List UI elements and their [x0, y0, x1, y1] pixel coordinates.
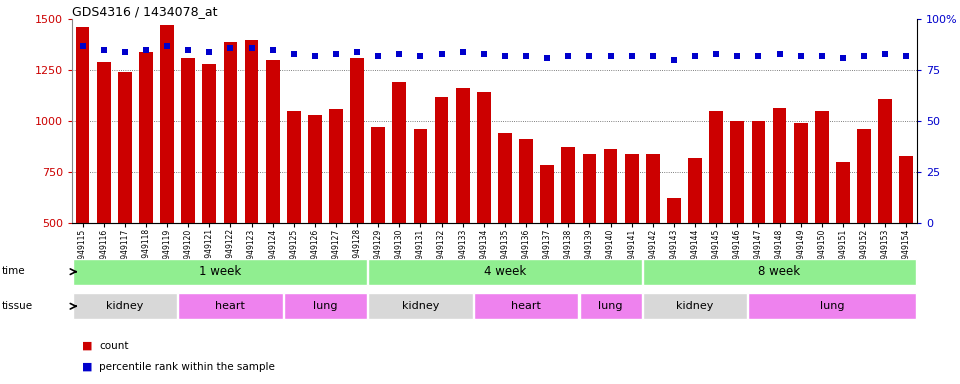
- Bar: [540, 165, 554, 223]
- Bar: [667, 198, 681, 223]
- Bar: [878, 99, 892, 223]
- Bar: [76, 27, 89, 223]
- Bar: [287, 111, 300, 223]
- Bar: [498, 133, 512, 223]
- Bar: [203, 64, 216, 223]
- Bar: [625, 154, 638, 223]
- Bar: [456, 88, 469, 223]
- Bar: [773, 108, 786, 223]
- Bar: [604, 149, 617, 223]
- Bar: [308, 115, 322, 223]
- Text: lung: lung: [820, 301, 845, 311]
- Bar: [284, 293, 367, 319]
- Bar: [181, 58, 195, 223]
- Text: 8 week: 8 week: [758, 265, 801, 278]
- Bar: [266, 60, 279, 223]
- Bar: [369, 293, 472, 319]
- Bar: [474, 293, 578, 319]
- Text: count: count: [99, 341, 129, 351]
- Bar: [731, 121, 744, 223]
- Bar: [580, 293, 641, 319]
- Text: time: time: [2, 266, 26, 276]
- Bar: [139, 52, 153, 223]
- Bar: [179, 293, 282, 319]
- Text: ■: ■: [82, 362, 92, 372]
- Bar: [369, 259, 641, 285]
- Bar: [794, 123, 807, 223]
- Bar: [643, 293, 747, 319]
- Text: kidney: kidney: [402, 301, 439, 311]
- Bar: [752, 121, 765, 223]
- Bar: [900, 156, 913, 223]
- Bar: [245, 40, 258, 223]
- Bar: [519, 139, 533, 223]
- Text: lung: lung: [598, 301, 623, 311]
- Bar: [643, 259, 916, 285]
- Text: heart: heart: [215, 301, 246, 311]
- Text: heart: heart: [511, 301, 541, 311]
- Bar: [857, 129, 871, 223]
- Text: percentile rank within the sample: percentile rank within the sample: [99, 362, 275, 372]
- Text: 4 week: 4 week: [484, 265, 526, 278]
- Bar: [97, 62, 110, 223]
- Text: 1 week: 1 week: [199, 265, 241, 278]
- Bar: [393, 82, 406, 223]
- Bar: [562, 147, 575, 223]
- Bar: [329, 109, 343, 223]
- Bar: [477, 93, 491, 223]
- Bar: [749, 293, 916, 319]
- Text: ■: ■: [82, 341, 92, 351]
- Bar: [372, 127, 385, 223]
- Bar: [836, 162, 850, 223]
- Text: kidney: kidney: [677, 301, 713, 311]
- Bar: [160, 25, 174, 223]
- Text: lung: lung: [313, 301, 338, 311]
- Bar: [646, 154, 660, 223]
- Bar: [583, 154, 596, 223]
- Bar: [815, 111, 828, 223]
- Bar: [118, 72, 132, 223]
- Bar: [688, 157, 702, 223]
- Text: tissue: tissue: [2, 301, 33, 311]
- Bar: [350, 58, 364, 223]
- Text: kidney: kidney: [107, 301, 143, 311]
- Bar: [224, 41, 237, 223]
- Bar: [709, 111, 723, 223]
- Bar: [435, 96, 448, 223]
- Bar: [73, 293, 177, 319]
- Bar: [73, 259, 367, 285]
- Bar: [414, 129, 427, 223]
- Text: GDS4316 / 1434078_at: GDS4316 / 1434078_at: [72, 5, 218, 18]
